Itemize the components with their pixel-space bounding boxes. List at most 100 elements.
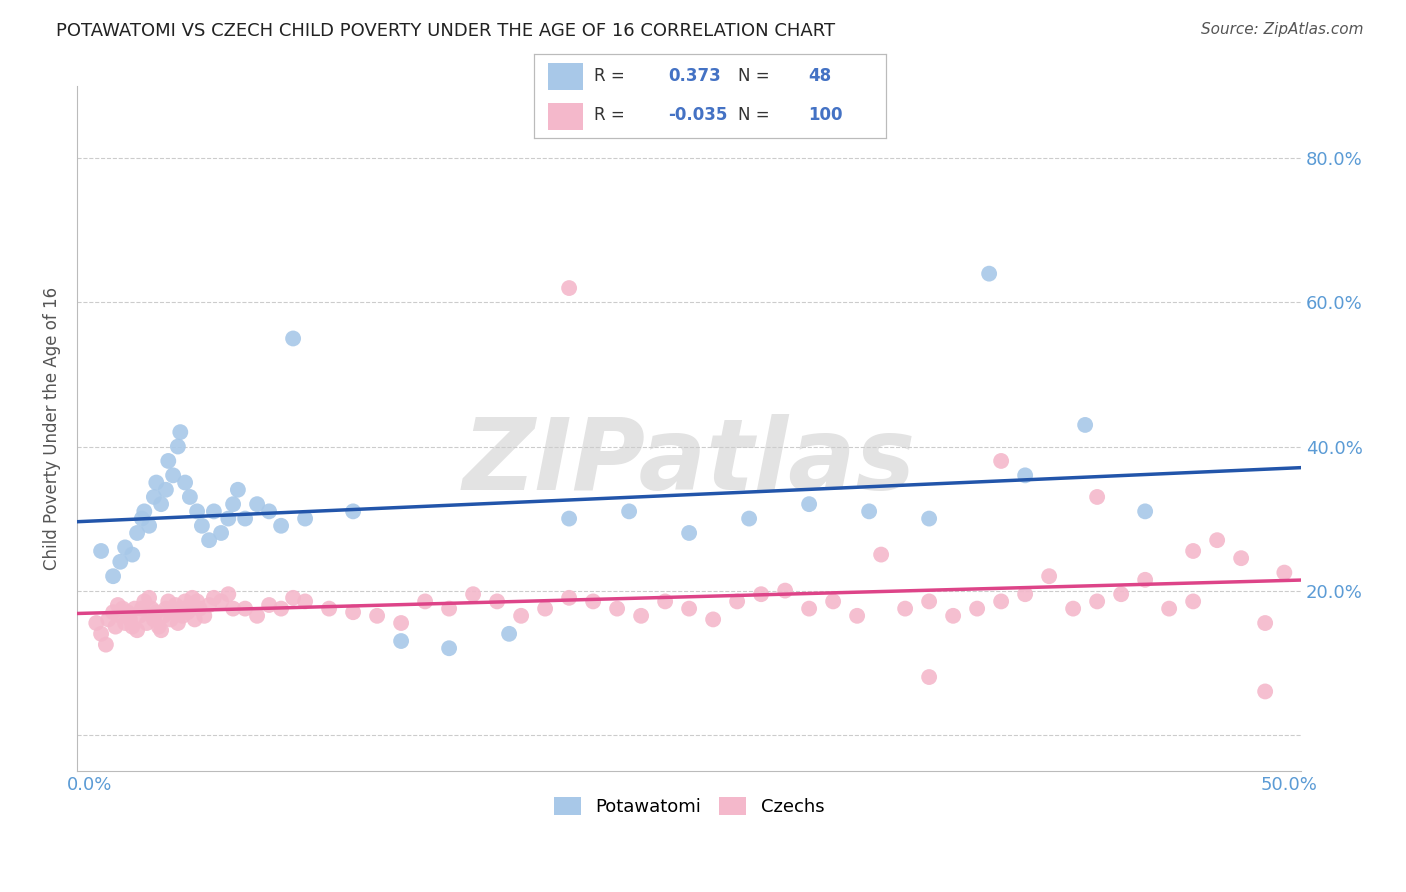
Point [226, 483, 249, 497]
Point [186, 594, 208, 608]
Point [193, 608, 215, 623]
Point [870, 548, 893, 562]
Point [127, 526, 149, 541]
Point [342, 605, 364, 619]
Point [606, 601, 628, 615]
Point [846, 608, 869, 623]
Point [979, 267, 1001, 281]
Point [186, 504, 208, 518]
Point [222, 497, 245, 511]
Point [437, 641, 460, 656]
Point [1159, 601, 1181, 615]
Point [678, 526, 700, 541]
Point [281, 591, 304, 605]
Point [257, 598, 280, 612]
Point [389, 634, 412, 648]
Point [90, 627, 112, 641]
Point [1206, 533, 1229, 548]
Point [169, 601, 191, 615]
Point [858, 504, 880, 518]
Point [121, 548, 143, 562]
Point [94, 638, 117, 652]
Point [246, 497, 269, 511]
Point [1109, 587, 1132, 601]
Point [110, 555, 132, 569]
Point [167, 615, 190, 630]
Point [990, 454, 1012, 468]
Point [169, 425, 191, 439]
Point [145, 475, 167, 490]
Point [773, 583, 796, 598]
Point [142, 612, 165, 626]
Point [582, 594, 605, 608]
Point [990, 594, 1012, 608]
Point [1133, 573, 1156, 587]
Point [134, 504, 156, 518]
Point [1182, 544, 1205, 558]
Point [118, 612, 141, 626]
Point [121, 619, 143, 633]
Point [101, 605, 124, 619]
Text: R =: R = [593, 68, 630, 86]
Point [233, 511, 256, 525]
Point [294, 594, 316, 608]
Point [157, 454, 180, 468]
Text: 0.373: 0.373 [668, 68, 721, 86]
Point [942, 608, 965, 623]
Point [150, 497, 173, 511]
Point [111, 601, 134, 615]
Point [318, 601, 340, 615]
Point [1230, 551, 1253, 566]
Point [150, 624, 173, 638]
Point [114, 615, 136, 630]
Point [124, 601, 146, 615]
Point [142, 490, 165, 504]
Point [1254, 615, 1277, 630]
Point [894, 601, 917, 615]
Point [413, 594, 436, 608]
Point [145, 605, 167, 619]
Point [202, 504, 225, 518]
Point [217, 587, 239, 601]
Point [270, 601, 292, 615]
Point [1014, 587, 1036, 601]
Point [209, 526, 232, 541]
Text: 48: 48 [808, 68, 831, 86]
Point [157, 594, 180, 608]
Point [162, 605, 184, 619]
Point [117, 605, 139, 619]
Point [188, 601, 211, 615]
Point [1074, 417, 1097, 432]
Point [159, 612, 181, 626]
Point [141, 601, 163, 615]
Text: ZIPatlas: ZIPatlas [463, 414, 915, 511]
Point [179, 598, 201, 612]
Point [222, 601, 245, 615]
Point [342, 504, 364, 518]
Point [110, 608, 132, 623]
Point [162, 468, 184, 483]
Point [294, 511, 316, 525]
Point [101, 569, 124, 583]
Text: N =: N = [738, 68, 775, 86]
Point [918, 511, 941, 525]
Point [174, 594, 197, 608]
Point [281, 331, 304, 345]
Point [558, 511, 581, 525]
Point [191, 518, 214, 533]
Point [1133, 504, 1156, 518]
Point [198, 533, 221, 548]
Point [131, 511, 153, 525]
Point [823, 594, 845, 608]
Point [183, 612, 205, 626]
Point [461, 587, 484, 601]
Point [127, 624, 149, 638]
Point [155, 601, 177, 615]
Point [202, 591, 225, 605]
Point [114, 541, 136, 555]
Point [1062, 601, 1084, 615]
Point [181, 591, 204, 605]
Point [134, 594, 156, 608]
Point [246, 608, 269, 623]
Point [702, 612, 724, 626]
